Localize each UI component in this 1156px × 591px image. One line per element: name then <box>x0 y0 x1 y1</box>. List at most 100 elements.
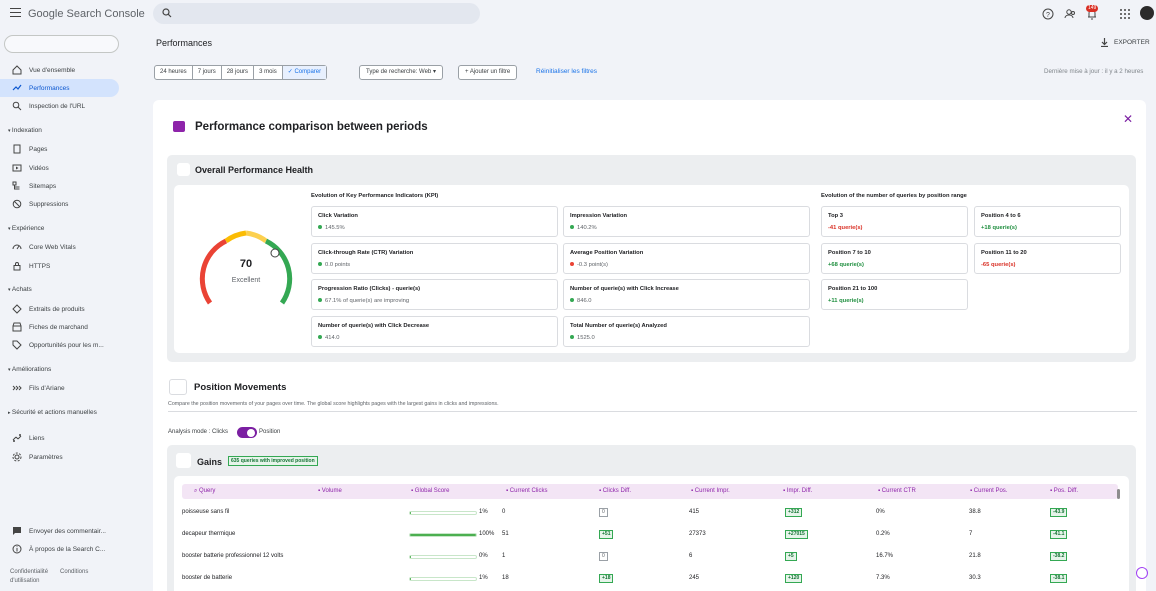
account-avatar[interactable] <box>1140 6 1154 20</box>
gains-badge: 635 queries with improved position <box>228 456 318 466</box>
property-selector[interactable] <box>4 35 119 53</box>
download-icon <box>1101 38 1108 47</box>
table-row[interactable]: decapeur thermique 100% 51 +51 27373 +27015 0.… <box>174 530 1129 545</box>
pos-diff-badge: -38.2 <box>1050 552 1068 561</box>
column-header-impr-diff[interactable]: ▪ Impr. Diff. <box>783 488 813 494</box>
add-filter-button[interactable]: + Ajouter un filtre <box>458 65 518 80</box>
links-icon <box>12 434 22 442</box>
table-row[interactable]: poisseuse sans fil 1% 0 0 415 +312 0% 38.8 -43.9 <box>174 508 1129 523</box>
terms-link-line2[interactable]: d'utilisation <box>10 578 40 584</box>
kpi-label: Progression Ratio (Clicks) - querie(s) <box>318 286 421 292</box>
position-cell: 38.8 <box>969 509 981 515</box>
movements-description: Compare the position movements of your p… <box>168 401 499 407</box>
sidebar-item-vue-d-ensemble[interactable]: Vue d'ensemble <box>0 61 119 79</box>
export-button[interactable]: EXPORTER <box>1100 38 1150 47</box>
sidebar-item-pages[interactable]: Pages <box>0 140 119 158</box>
sidebar-item-extraits-de-produits[interactable]: Extraits de produits <box>0 300 119 318</box>
last-update-text: Dernière mise à jour : il y a 2 heures <box>1044 68 1144 75</box>
kpi-title: Evolution of Key Performance Indicators … <box>311 193 439 199</box>
clicks-icon: ▪ <box>506 488 510 494</box>
sidebar-item-fils-d-ariane[interactable]: Fils d'Ariane <box>0 379 119 397</box>
section-indexation[interactable]: Indexation <box>8 127 42 134</box>
sidebar-item-param-tres[interactable]: Paramètres <box>0 448 119 466</box>
sort-icon: ▪ <box>1050 488 1054 494</box>
sidebar <box>0 28 130 591</box>
sidebar-item--propos-de-la-search-c[interactable]: À propos de la Search C... <box>0 540 119 558</box>
search-icon <box>162 8 172 18</box>
pos-diff-badge: -43.9 <box>1050 508 1068 517</box>
kpi-card: Number of querie(s) with Click Increase 8… <box>563 279 810 310</box>
score-value: 70 <box>240 258 252 270</box>
position-mode-label: Position <box>259 429 281 435</box>
sidebar-item-vid-os[interactable]: Vidéos <box>0 159 119 177</box>
analysis-mode-toggle[interactable] <box>237 427 257 438</box>
search-input[interactable] <box>153 3 480 24</box>
apps-grid-icon[interactable] <box>1119 8 1131 20</box>
main-menu-button[interactable] <box>10 8 21 18</box>
sidebar-item-opportunit-s-pour-les-m[interactable]: Opportunités pour les m... <box>0 336 119 354</box>
sidebar-item-envoyer-des-commentair[interactable]: Envoyer des commentair... <box>0 522 119 540</box>
search-console-logo[interactable]: Google Search Console <box>28 8 145 20</box>
current-impr-cell: 415 <box>689 509 700 515</box>
sidebar-item-label: Envoyer des commentair... <box>29 527 106 535</box>
range-7d[interactable]: 7 jours <box>193 66 222 79</box>
sidebar-item-liens[interactable]: Liens <box>0 429 119 447</box>
section-am-liorations[interactable]: Améliorations <box>8 366 51 373</box>
kpi-card: Click-through Rate (CTR) Variation 0.0 po… <box>311 242 558 274</box>
gains-section: Gains 635 queries with improved position… <box>167 445 1136 591</box>
sidebar-item-label: Vue d'ensemble <box>29 66 76 74</box>
remove-icon <box>12 199 22 209</box>
column-header-current-pos[interactable]: ▪ Current Pos. <box>970 488 1008 494</box>
panel-title: Performance comparison between periods <box>195 121 428 133</box>
sidebar-item-core-web-vitals[interactable]: Core Web Vitals <box>0 238 119 256</box>
range-24h[interactable]: 24 heures <box>155 66 193 79</box>
table-row[interactable]: booster de batterie 1% 18 +18 245 +120 7.3% 30.… <box>174 574 1129 589</box>
score-icon: ▪ <box>411 488 415 494</box>
range-3m[interactable]: 3 mois <box>254 66 283 79</box>
range-label: Position 7 to 10 <box>828 249 871 256</box>
query-cell: booster de batterie <box>182 575 233 581</box>
kpi-card: Average Position Variation -0.3 point(s) <box>563 242 810 274</box>
section-exp-rience[interactable]: Expérience <box>8 225 45 232</box>
lock-icon <box>13 262 21 271</box>
range-card: Top 3 -41 querie(s) <box>821 206 968 237</box>
score-bar-fill <box>410 512 411 514</box>
users-icon[interactable] <box>1064 8 1076 20</box>
score-percent: 1% <box>479 509 488 515</box>
reset-filters-link[interactable]: Réinitialiser les filtres <box>536 68 598 75</box>
column-header-pos-diff[interactable]: ▪ Pos. Diff. <box>1050 488 1079 494</box>
column-header-current-clicks[interactable]: ▪ Current Clicks <box>506 488 548 494</box>
terms-link[interactable]: Conditions <box>60 569 89 575</box>
sidebar-item-inspection-de-l-url[interactable]: Inspection de l'URL <box>0 97 119 115</box>
sidebar-item-sitemaps[interactable]: Sitemaps <box>0 177 119 195</box>
score-bar <box>409 511 477 515</box>
section-achats[interactable]: Achats <box>8 286 32 293</box>
column-header-clicks-diff[interactable]: ▪ Clicks Diff. <box>599 488 632 494</box>
range-label: Position 11 to 20 <box>981 249 1027 256</box>
check-circle-icon[interactable] <box>1136 567 1148 579</box>
column-header-query[interactable]: ⌕ Query <box>194 488 216 494</box>
help-icon[interactable]: ? <box>1042 8 1054 20</box>
sidebar-item-fiches-de-marchand[interactable]: Fiches de marchand <box>0 318 119 336</box>
compare-button[interactable]: ✓ Comparer <box>282 66 327 79</box>
gains-table: ⌕ Query ▪ Volume ▪ Global Score ▪ Current C… <box>174 476 1129 591</box>
sidebar-item-suppressions[interactable]: Suppressions <box>0 195 119 213</box>
sidebar-item-https[interactable]: HTTPS <box>0 257 119 275</box>
status-dot-icon <box>570 298 574 302</box>
current-clicks-cell: 0 <box>502 509 506 515</box>
search-type-filter[interactable]: Type de recherche: Web ▾ <box>359 65 443 80</box>
table-row[interactable]: booster batterie professionnel 12 volts 0… <box>174 552 1129 567</box>
table-scrollbar[interactable] <box>1117 489 1120 499</box>
kpi-value: -0.3 point(s) <box>570 261 608 268</box>
close-icon[interactable]: ✕ <box>1123 112 1134 126</box>
column-header-global-score[interactable]: ▪ Global Score <box>411 488 450 494</box>
column-header-volume[interactable]: ▪ Volume <box>318 488 342 494</box>
column-header-current-impr[interactable]: ▪ Current Impr. <box>691 488 730 494</box>
column-header-current-ctr[interactable]: ▪ Current CTR <box>878 488 916 494</box>
sidebar-item-performances[interactable]: Performances <box>0 79 119 97</box>
health-title: Overall Performance Health <box>195 165 314 175</box>
section-s-curit-et-actions-manuelles[interactable]: Sécurité et actions manuelles <box>8 409 97 416</box>
privacy-link[interactable]: Confidentialité <box>10 569 49 575</box>
range-28d[interactable]: 28 jours <box>222 66 255 79</box>
position-cell: 7 <box>969 531 973 537</box>
